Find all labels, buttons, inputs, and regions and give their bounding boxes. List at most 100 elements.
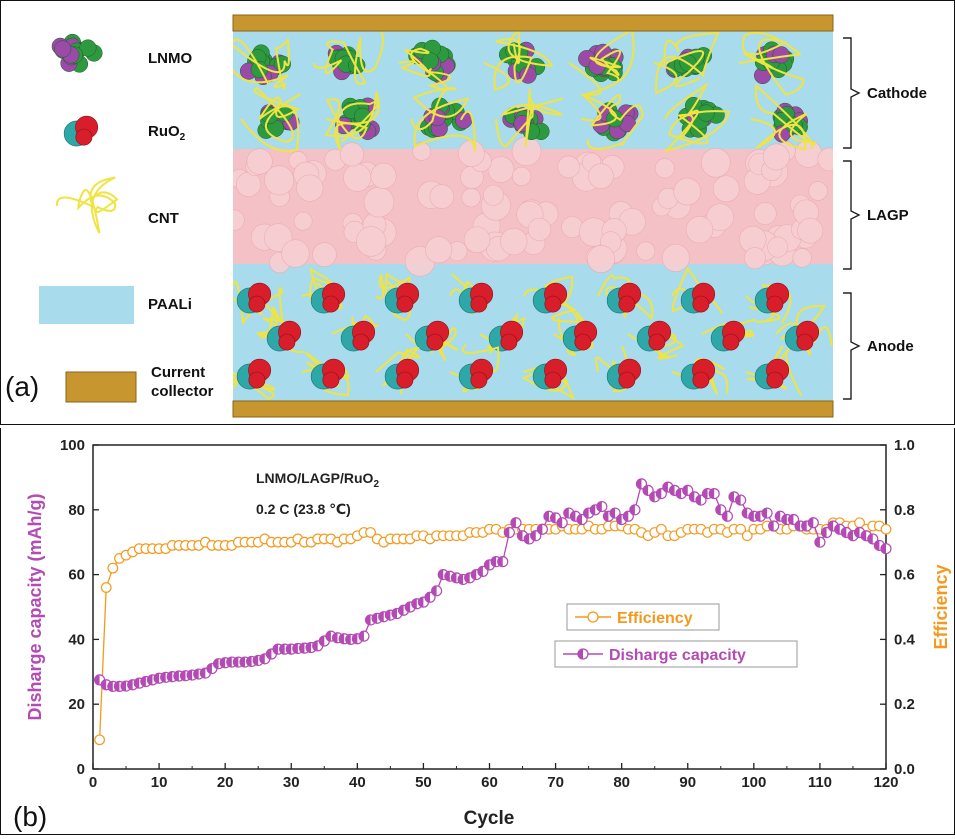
x-tick-label: 0 (89, 774, 97, 791)
x-tick-label: 120 (873, 774, 898, 791)
capacity-point (655, 487, 667, 500)
lagp-particles (233, 136, 833, 277)
capacity-point (735, 494, 747, 506)
capacity-point (556, 517, 568, 529)
capacity-point (682, 484, 694, 496)
layer-label-cathode: Cathode (867, 85, 927, 102)
cnt-strand (580, 93, 644, 150)
efficiency-point (741, 530, 753, 542)
capacity-point (536, 523, 548, 535)
capacity-point (477, 565, 489, 577)
ruo2-particle (236, 358, 272, 390)
y-right-tick-label: 0.0 (894, 761, 915, 778)
series-efficiency (94, 517, 892, 746)
legend-marker-efficiency (587, 611, 599, 623)
plot-frame (92, 444, 887, 770)
ruo2-particle (310, 282, 346, 314)
capacity-point (503, 526, 515, 539)
ruo2-particle (532, 282, 568, 314)
chart-legend: Efficiency Disharge capacity (554, 603, 798, 668)
cnt-strand (483, 31, 554, 91)
electrode-stack (233, 31, 833, 401)
capacity-point (761, 507, 773, 519)
lnmo-particle (51, 33, 103, 73)
ruo2-particle (488, 320, 524, 352)
capacity-point (695, 494, 707, 506)
ruo2-particle (754, 358, 790, 390)
capacity-point (820, 526, 833, 539)
x-axis-title: Cycle (464, 808, 515, 829)
legend-box-efficiency (566, 603, 720, 631)
panel-a-schematic: LNMO RuO2 CNT PAALi Current collector (a) Catho… (0, 0, 955, 425)
cnt-strand (653, 31, 720, 95)
efficiency-point (735, 523, 747, 535)
schematic-legend: LNMO RuO2 CNT PAALi Current collector (39, 33, 214, 403)
efficiency-point (655, 523, 667, 535)
ruo2-particle (458, 358, 494, 390)
series-discharge-capacity (94, 478, 892, 692)
chart-svg: 0 10 20 30 40 50 60 70 80 90 100 110 120 0 20 40 60 80 100… (13, 437, 951, 832)
x-tick-label: 70 (547, 774, 564, 791)
capacity-point (629, 504, 641, 516)
ruo2-particle (562, 320, 598, 352)
bottom-collector (232, 400, 834, 418)
cnt-strand (324, 91, 380, 151)
ruo2-particle (636, 320, 672, 352)
capacity-point (510, 517, 522, 529)
cnt-strand (55, 176, 119, 234)
y-right-tick-label: 0.6 (894, 567, 915, 584)
capacity-point (596, 500, 608, 513)
cnt-strand (256, 305, 304, 353)
cnt-strand (663, 82, 731, 153)
x-tick-label: 10 (151, 774, 168, 791)
collector-swatch (65, 371, 137, 403)
capacity-point (642, 484, 654, 496)
ruo2-particle (710, 320, 746, 352)
capacity-point (635, 478, 648, 490)
ruo2-particle (310, 358, 346, 390)
panel-b-chart: 0 10 20 30 40 50 60 70 80 90 100 110 120 0 20 40 60 80 100… (0, 428, 955, 835)
y-right-tick-label: 0.2 (894, 696, 915, 713)
brace-cathode (843, 37, 861, 149)
layer-label-lagp: LAGP (867, 207, 909, 224)
ruo2-particle (266, 320, 302, 352)
ruo2-particle (606, 358, 642, 390)
capacity-point (721, 510, 734, 522)
cnt-strand (495, 88, 564, 148)
legend-label-cnt: CNT (148, 210, 179, 227)
capacity-point (867, 533, 879, 545)
capacity-point (424, 591, 436, 603)
cnt-strand (233, 37, 290, 90)
brace-anode (843, 292, 861, 400)
y-right-axis-title: Efficiency (931, 564, 951, 649)
capacity-point (358, 630, 370, 642)
chart-annotation-line2: 0.2 C (23.8 ℃) (256, 501, 351, 517)
ruo2-particle (754, 282, 790, 314)
efficiency-point (94, 734, 106, 746)
efficiency-point (365, 527, 376, 538)
ruo2-particle (784, 320, 820, 352)
ruo2-particle (680, 358, 716, 390)
capacity-point (708, 487, 720, 500)
ruo2-particle (384, 282, 420, 314)
capacity-point (609, 507, 621, 519)
cnt-strand (449, 343, 500, 393)
y-left-tick-label: 80 (68, 502, 85, 519)
y-left-tick-label: 0 (77, 761, 85, 778)
capacity-point (787, 513, 800, 526)
ruo2-particle (414, 320, 450, 352)
efficiency-point (107, 562, 119, 574)
ruo2-particle (63, 115, 99, 147)
x-tick-label: 110 (808, 774, 832, 791)
capacity-point (807, 517, 819, 529)
chart-annotation-line1: LNMO/LAGP/RuO2 (256, 470, 379, 490)
capacity-point (530, 530, 542, 542)
y-right-tick-label: 1.0 (894, 437, 915, 454)
legend-label-capacity: Disharge capacity (609, 647, 746, 664)
cnt-strand (410, 87, 477, 152)
panel-b-label: (b) (13, 801, 47, 832)
cnt-strand (313, 31, 384, 85)
x-tick-label: 20 (217, 774, 234, 791)
efficiency-point (100, 582, 112, 593)
cnt-strand (240, 87, 301, 153)
